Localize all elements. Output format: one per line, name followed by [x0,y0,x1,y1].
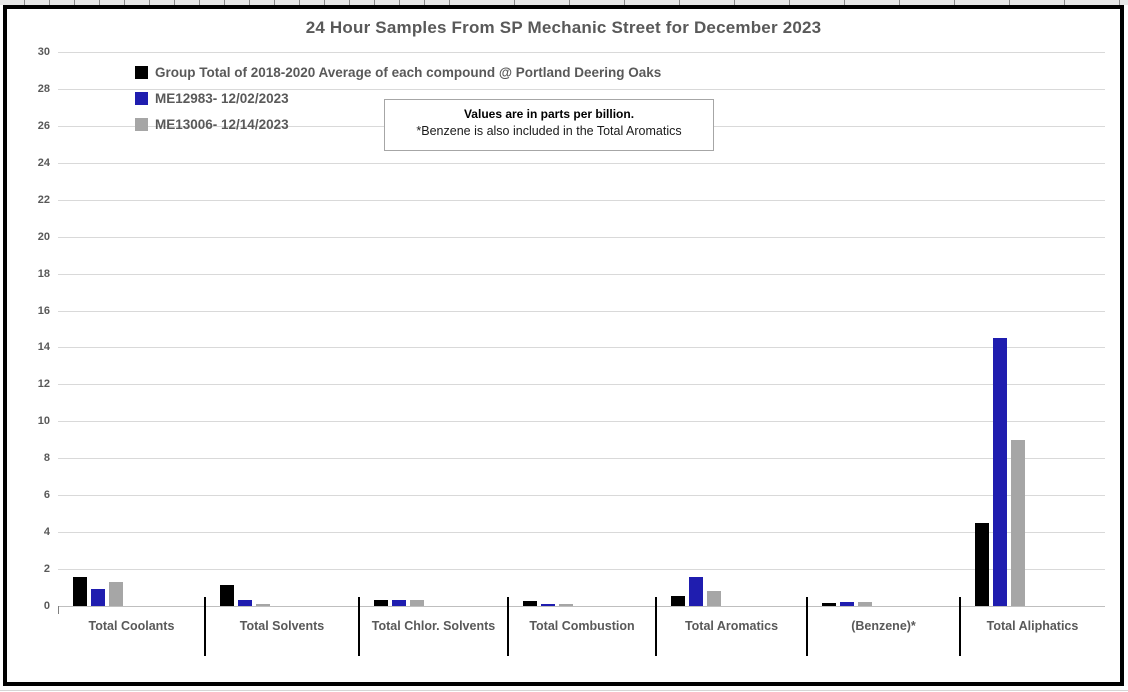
gridline [58,163,1105,164]
bar-me12983 [392,600,406,606]
gridline [58,274,1105,275]
bar-me13006 [707,591,721,606]
bar-average [822,603,836,606]
y-axis-tick-label: 0 [43,600,50,612]
x-axis-category-label: Total Aromatics [684,619,779,633]
gridline [58,532,1105,533]
y-axis-tick-label: 30 [37,46,50,58]
y-axis-tick-label: 6 [43,489,50,501]
bar-average [671,596,685,606]
x-axis-category-label: Total Chlor. Solvents [371,619,496,633]
bar-me12983 [993,338,1007,606]
x-axis-category-label: Total Aliphatics [986,619,1079,633]
worksheet-top-edge [0,0,1128,5]
bar-me13006 [858,602,872,606]
gridline [58,421,1105,422]
y-axis-tick-label: 20 [37,231,50,243]
category-separator [358,597,360,656]
category-separator [655,597,657,656]
gridline [58,237,1105,238]
legend: Group Total of 2018-2020 Average of each… [135,62,661,140]
bar-me12983 [541,604,555,606]
bar-me12983 [238,600,252,606]
y-axis-tick-label: 18 [37,268,50,280]
y-axis-tick-label: 22 [37,194,50,206]
bar-me13006 [109,582,123,606]
gridline [58,495,1105,496]
legend-swatch-blue-icon [135,91,148,105]
category-separator [507,597,509,656]
legend-item-average: Group Total of 2018-2020 Average of each… [135,62,661,82]
legend-label: ME12983- 12/02/2023 [155,90,289,106]
y-axis-tick-label: 26 [37,120,50,132]
bar-me13006 [410,600,424,606]
x-axis-tick [58,606,59,614]
units-note-line2: *Benzene is also included in the Total A… [416,124,682,138]
gridline [58,200,1105,201]
gridline [58,569,1105,570]
y-axis-tick-label: 12 [37,378,50,390]
bar-average [220,585,234,606]
y-axis-tick-label: 28 [37,83,50,95]
gridline [58,384,1105,385]
legend-label: ME13006- 12/14/2023 [155,116,289,132]
x-axis-category-label: (Benzene)* [851,619,916,633]
legend-swatch-black-icon [135,65,148,79]
units-note-box: Values are in parts per billion. *Benzen… [384,99,714,151]
worksheet-column-borders-left [0,0,460,5]
x-axis-category-label: Total Solvents [239,619,325,633]
y-axis-tick-label: 4 [43,526,50,538]
legend-item-me13006: ME13006- 12/14/2023 [135,114,661,134]
gridline [58,458,1105,459]
y-axis-tick-label: 14 [37,341,50,353]
x-axis-category-label: Total Combustion [529,619,635,633]
bar-me13006 [256,604,270,606]
worksheet-bottom-edge [0,690,1128,691]
bar-me12983 [840,602,854,606]
y-axis-tick-label: 2 [43,563,50,575]
gridline [58,347,1105,348]
units-note-line1: Values are in parts per billion. [463,107,635,121]
gridline [58,311,1105,312]
y-axis-tick-label: 10 [37,415,50,427]
bar-average [523,601,537,606]
bar-me13006 [559,604,573,606]
category-separator [806,597,808,656]
legend-label: Group Total of 2018-2020 Average of each… [155,64,662,80]
x-axis-category-label: Total Coolants [88,619,175,633]
bar-me13006 [1011,440,1025,606]
legend-swatch-gray-icon [135,117,148,131]
x-axis-line [58,606,1105,607]
bar-me12983 [91,589,105,606]
bar-average [975,523,989,606]
worksheet-column-borders-right [460,0,1128,5]
bar-me12983 [689,577,703,606]
y-axis-tick-label: 24 [37,157,50,169]
category-separator [204,597,206,656]
category-separator [959,597,961,656]
gridline [58,89,1105,90]
bar-average [73,577,87,606]
legend-item-me12983: ME12983- 12/02/2023 [135,88,661,108]
y-axis-tick-label: 16 [37,305,50,317]
chart-title: 24 Hour Samples From SP Mechanic Street … [305,18,822,37]
y-axis-tick-label: 8 [43,452,50,464]
bar-average [374,600,388,606]
gridline [58,52,1105,53]
